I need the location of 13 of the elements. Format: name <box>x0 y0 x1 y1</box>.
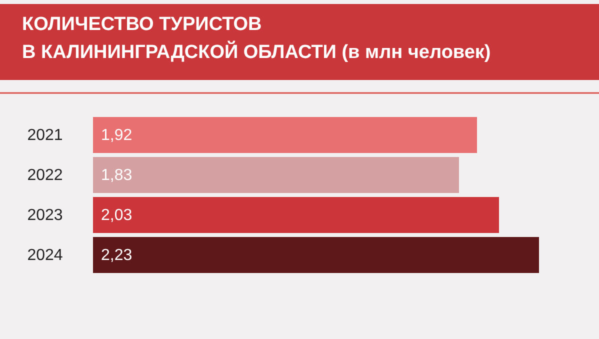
data-label: 2,03 <box>101 207 132 224</box>
chart-title: КОЛИЧЕСТВО ТУРИСТОВ В КАЛИНИНГРАДСКОЙ ОБЛАСТИ (в млн человек) <box>22 14 491 63</box>
y-tick-label: 2021 <box>27 127 63 144</box>
data-label: 2,23 <box>101 247 132 264</box>
bar <box>93 237 539 273</box>
bar <box>93 117 477 153</box>
bar <box>93 157 459 193</box>
y-tick-label: 2023 <box>27 207 63 224</box>
data-label: 1,83 <box>101 167 132 184</box>
bar <box>93 197 499 233</box>
y-tick-label: 2022 <box>27 167 63 184</box>
data-label: 1,92 <box>101 127 132 144</box>
y-tick-label: 2024 <box>27 247 63 264</box>
